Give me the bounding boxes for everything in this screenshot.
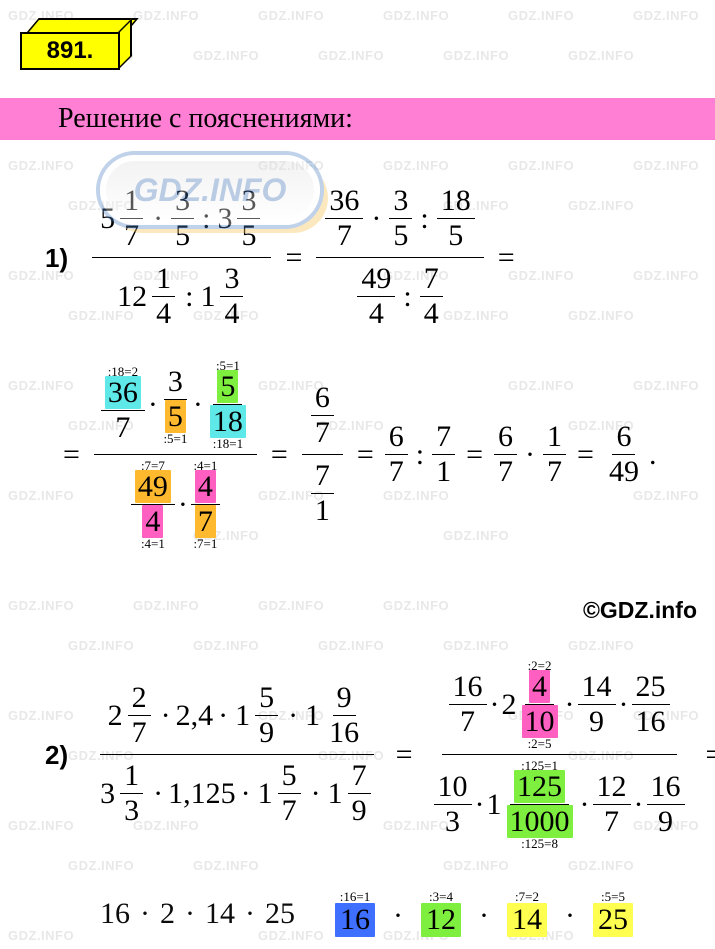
expr-2-lhs: 227·2,4·159·1916 313·1,125·157·179 bbox=[92, 677, 382, 832]
title-bar: Решение с пояснениями: bbox=[0, 98, 715, 140]
copyright: ©GDZ.info bbox=[583, 597, 697, 624]
expr-1b-big: :18=2367·35:5=1·:5=1518:18=1 :7=7494:4=1… bbox=[94, 355, 257, 554]
background-logo: GDZ.INFO bbox=[100, 155, 320, 225]
title-text: Решение с пояснениями: bbox=[58, 103, 353, 135]
expr-1-rhs: 367·35:185 494:74 bbox=[316, 180, 483, 335]
expr-2-rhs: 167·2:2=2410:2=5·149·2516 103·1:125=1125… bbox=[427, 655, 692, 854]
problem-number: 891. bbox=[20, 32, 120, 70]
item-2-label: 2) bbox=[45, 742, 68, 768]
problem-1-line-2: = :18=2367·35:5=1·:5=1518:18=1 :7=7494:4… bbox=[55, 355, 656, 554]
problem-number-box: 891. bbox=[20, 18, 135, 73]
problem-2-continuation: 16·2·14·25 :16=116·:3=412·:7=214·:5=525 bbox=[100, 890, 633, 937]
item-1-label: 1) bbox=[45, 245, 68, 271]
problem-2: 2) 227·2,4·159·1916 313·1,125·157·179 = … bbox=[45, 655, 715, 854]
